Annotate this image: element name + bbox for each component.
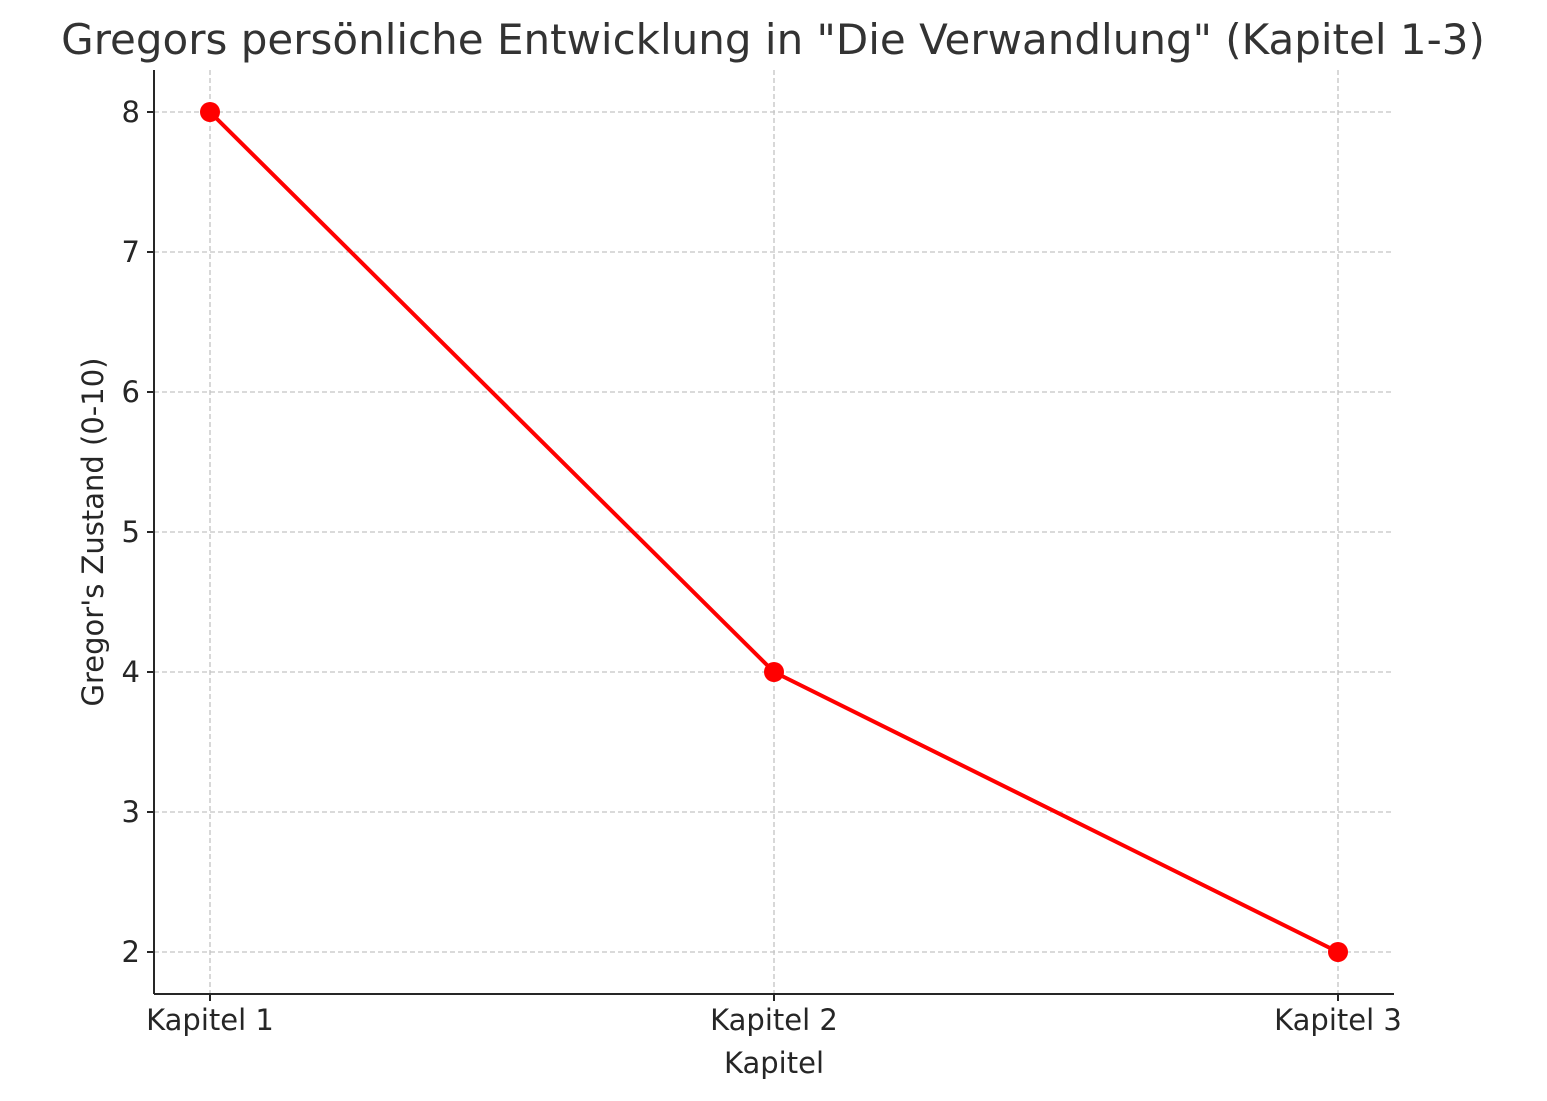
data-point	[200, 102, 220, 122]
axis-ticks: 2 3 4 5 6 7 8 Kapitel 1 Kapitel 2 Kapitel 3	[122, 95, 1402, 1037]
y-axis-label: Gregor's Zustand (0-10)	[76, 358, 110, 707]
x-tick-label: Kapitel 2	[710, 1003, 838, 1037]
y-tick-label: 7	[122, 235, 140, 269]
y-tick-label: 5	[122, 515, 140, 549]
data-point	[764, 662, 784, 682]
y-tick-label: 4	[122, 655, 140, 689]
y-tick-label: 3	[122, 795, 140, 829]
y-tick-label: 8	[122, 95, 140, 129]
data-point	[1328, 942, 1348, 962]
x-tick-label: Kapitel 1	[146, 1003, 274, 1037]
x-axis-label: Kapitel	[724, 1046, 824, 1080]
chart-title: Gregors persönliche Entwicklung in "Die …	[61, 15, 1485, 64]
y-tick-label: 6	[122, 375, 140, 409]
x-tick-label: Kapitel 3	[1274, 1003, 1402, 1037]
grid-lines	[154, 70, 1394, 994]
series	[200, 102, 1348, 962]
y-tick-label: 2	[122, 935, 140, 969]
